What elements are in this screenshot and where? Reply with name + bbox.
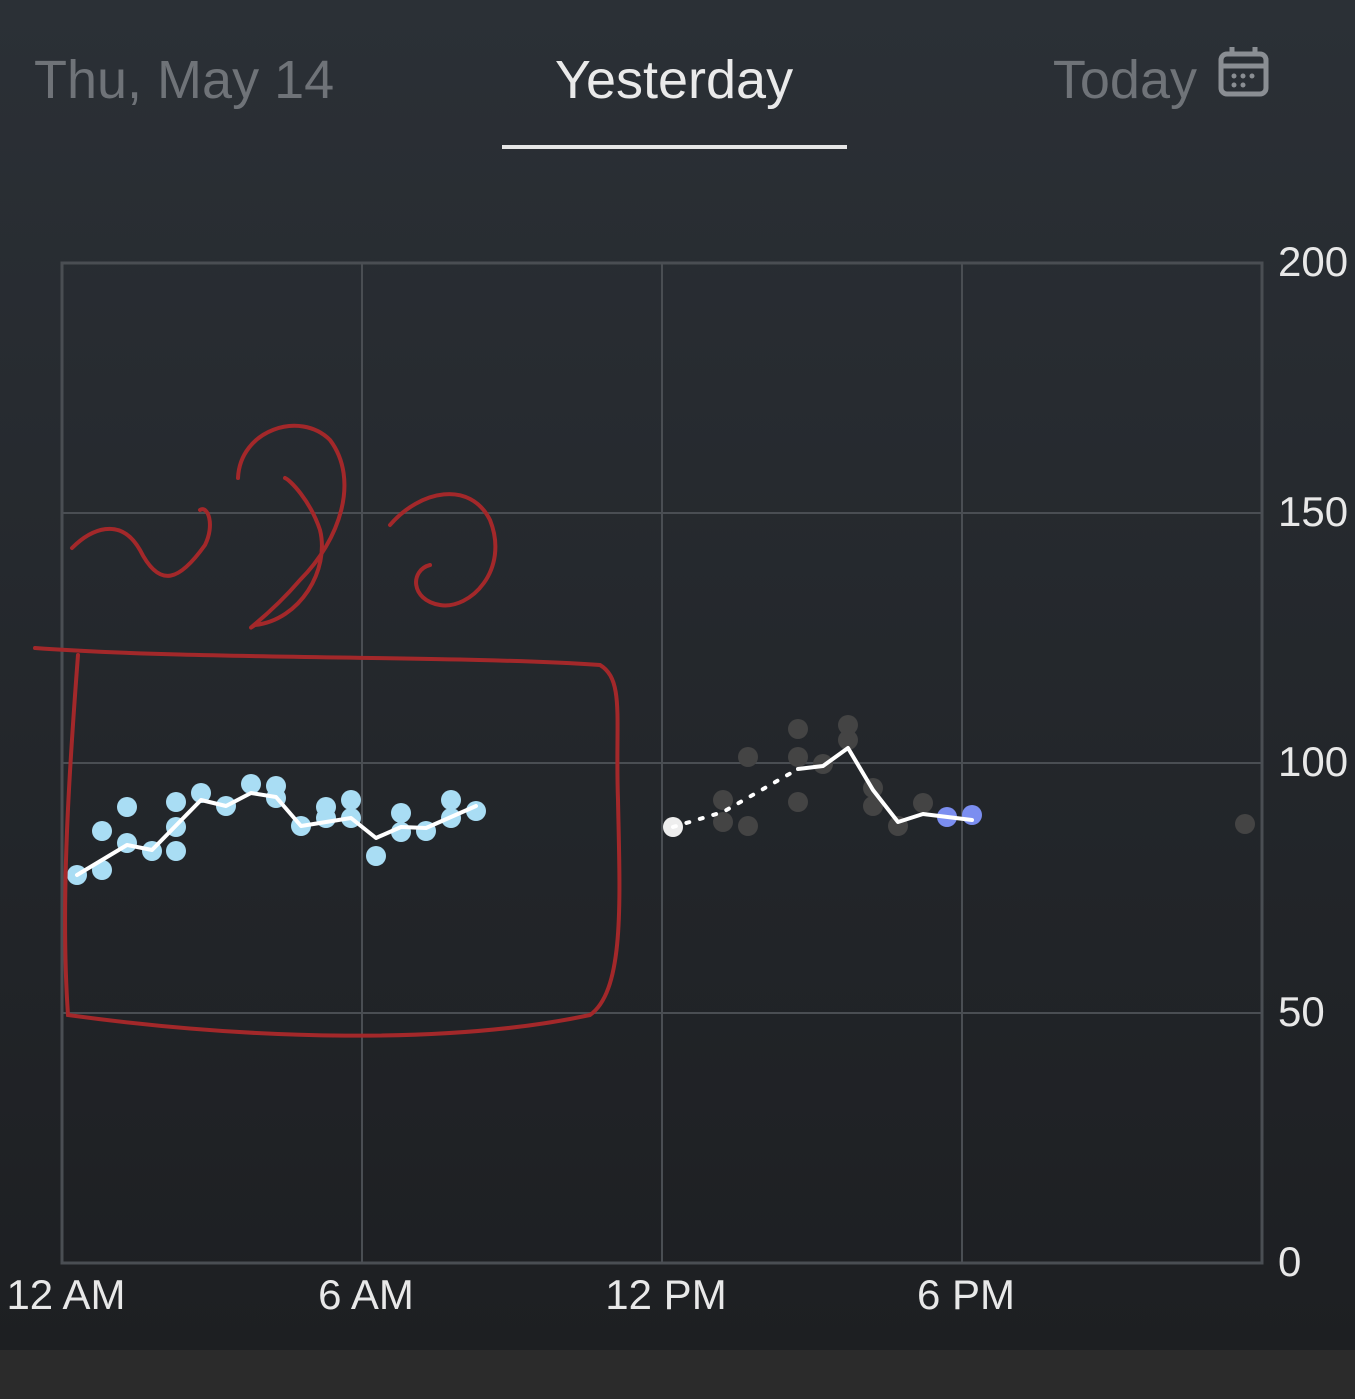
data-point — [466, 801, 486, 821]
bottom-bar — [0, 1350, 1355, 1399]
data-point — [713, 812, 733, 832]
tab[interactable]: Yesterday — [555, 50, 793, 110]
data-point — [913, 793, 933, 813]
data-point — [738, 816, 758, 836]
data-point — [92, 821, 112, 841]
hand-annotation — [33, 423, 622, 1038]
y-tick-label: 0 — [1278, 1238, 1301, 1285]
data-point — [166, 841, 186, 861]
data-point — [341, 790, 361, 810]
background — [0, 0, 1355, 1350]
y-tick-label: 150 — [1278, 488, 1348, 535]
tab[interactable]: Thu, May 14 — [34, 50, 334, 110]
x-tick-label: 12 PM — [605, 1271, 726, 1318]
data-point — [738, 747, 758, 767]
x-tick-label: 6 PM — [917, 1271, 1015, 1318]
x-tick-label: 12 AM — [6, 1271, 125, 1318]
data-point — [838, 730, 858, 750]
y-tick-label: 200 — [1278, 238, 1348, 285]
data-point — [863, 796, 883, 816]
y-tick-label: 50 — [1278, 988, 1325, 1035]
data-point — [788, 747, 808, 767]
data-point — [191, 783, 211, 803]
data-point — [117, 797, 137, 817]
plot: 0 50 100 150 200 12 AM 6 AM 12 PM 6 PM — [6, 238, 1348, 1318]
active-tab-underline — [502, 145, 847, 149]
calendar-icon[interactable] — [1218, 47, 1269, 97]
data-point — [838, 715, 858, 735]
data-point — [241, 774, 261, 794]
data-point — [166, 792, 186, 812]
x-tick-label: 6 AM — [318, 1271, 414, 1318]
data-point — [713, 790, 733, 810]
data-point — [391, 803, 411, 823]
trend-line — [671, 767, 800, 829]
data-point — [788, 792, 808, 812]
data-point — [441, 790, 461, 810]
y-tick-label: 100 — [1278, 738, 1348, 785]
tab[interactable]: Today — [1053, 50, 1197, 110]
data-point — [788, 719, 808, 739]
data-point — [1235, 814, 1255, 834]
data-point — [366, 846, 386, 866]
trend-line — [75, 746, 974, 877]
